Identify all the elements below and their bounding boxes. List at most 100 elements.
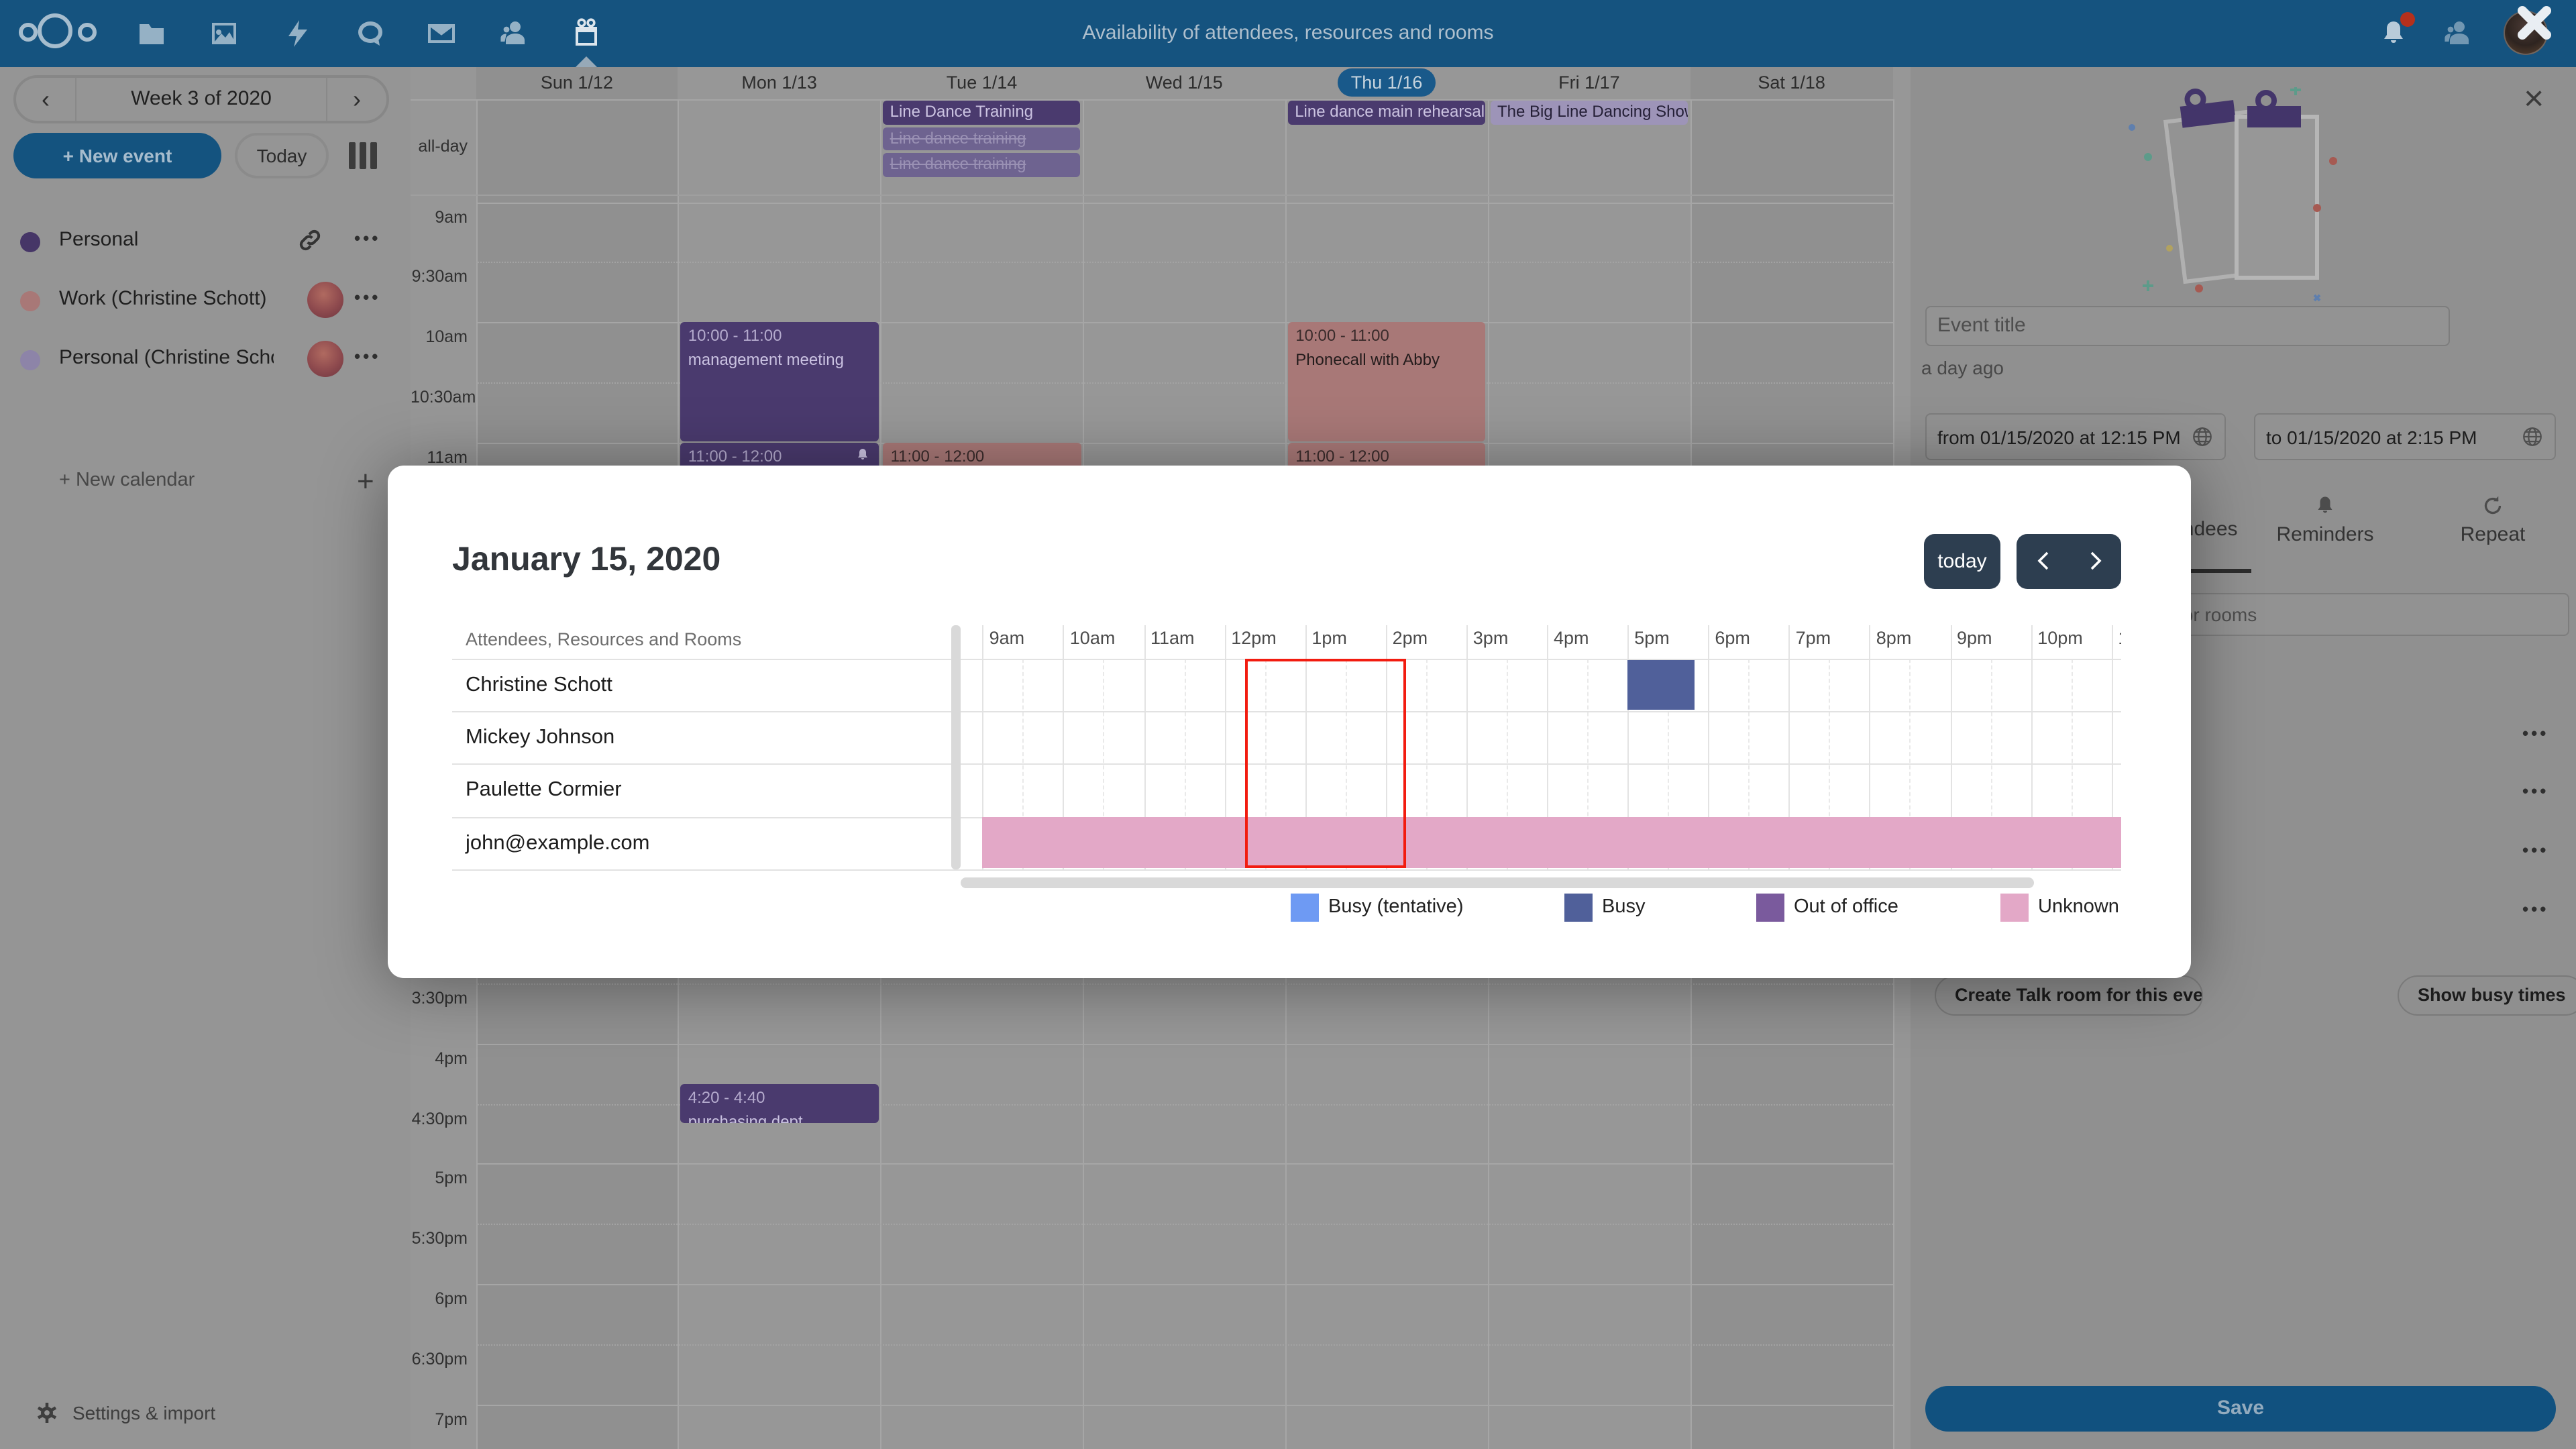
time-tick-label: 5pm [1634,627,1670,647]
calendar-color-dot [20,291,40,311]
tab-label: Repeat [2460,523,2526,546]
calendar-list-item[interactable]: Personal (Christine Scho…) ••• [0,330,411,389]
time-gutter-label: 10:30am [411,388,476,407]
next-week-icon[interactable]: › [353,85,361,112]
mail-app-icon[interactable] [425,17,458,50]
files-app-icon[interactable] [136,17,168,50]
calendar-menu-icon[interactable]: ••• [354,228,381,248]
timezone-globe-icon [2523,427,2542,446]
previous-day-icon[interactable] [2035,550,2051,572]
save-button[interactable]: Save [1925,1386,2556,1432]
legend-label: Unknown [2038,896,2119,917]
contacts-menu-icon[interactable] [2442,17,2474,50]
calendar-menu-icon[interactable]: ••• [354,346,381,366]
share-link-icon[interactable] [297,227,323,254]
bell-icon [2318,496,2332,513]
hour-gridline [1305,625,1307,869]
legend-label: Busy (tentative) [1328,896,1464,917]
close-sidebar-icon[interactable]: × [2524,78,2544,118]
show-busy-times-button[interactable]: Show busy times [2398,975,2576,1016]
new-event-button[interactable]: + New event [13,133,221,178]
time-tick-label: 12pm [1231,627,1277,647]
from-datetime-input[interactable]: from 01/15/2020 at 12:15 PM [1925,413,2226,460]
allday-event[interactable]: Line dance training [883,127,1081,150]
to-datetime-input[interactable]: to 01/15/2020 at 2:15 PM [2254,413,2556,460]
day-header[interactable]: Wed 1/15 [1145,72,1223,93]
allday-separator [411,194,1893,195]
attendee-menu-icon[interactable]: ••• [2522,781,2549,801]
plus-icon[interactable]: + [357,464,374,498]
event-time-label: 11:00 - 12:00 [890,446,985,466]
allday-event[interactable]: Line Dance Training [883,101,1081,124]
day-header[interactable]: Tue 1/14 [946,72,1018,93]
notifications-bell-icon[interactable] [2377,17,2410,50]
time-tick-label: 9am [989,627,1025,647]
modal-today-button[interactable]: today [1924,533,2000,588]
hour-gridline [1224,625,1226,869]
event-time-label: 4:20 - 4:40 [688,1087,765,1107]
time-gutter-label: 9:30am [411,267,468,286]
attendee-menu-icon[interactable]: ••• [2522,899,2549,919]
legend-swatch [2000,893,2029,921]
close-icon-white[interactable] [2514,3,2555,50]
day-header[interactable]: Fri 1/17 [1558,72,1620,93]
calendar-event[interactable]: 4:20 - 4:40 purchasing dept [680,1083,879,1123]
time-gutter-label: 9am [435,207,468,227]
new-calendar-button[interactable]: + New calendar [59,470,195,491]
day-header[interactable]: Thu 1/16 [1285,67,1488,99]
today-button[interactable]: Today [235,133,329,178]
hour-gridline [1144,625,1145,869]
next-day-icon[interactable] [2087,550,2103,572]
settings-import-button[interactable]: Settings & import [35,1401,215,1425]
legend-swatch [1564,893,1593,921]
day-header[interactable]: Mon 1/13 [741,72,817,93]
hour-gridline [1466,625,1468,869]
week-label[interactable]: Week 3 of 2020 [75,78,327,121]
view-switcher-icon[interactable] [349,142,381,169]
day-header[interactable]: Sat 1/18 [1758,72,1825,93]
create-talk-room-button[interactable]: Create Talk room for this event [1935,975,2203,1016]
calendar-list-item[interactable]: Personal ••• [0,212,411,271]
time-tick-label: 8pm [1876,627,1912,647]
talk-app-icon[interactable] [354,17,386,50]
event-illustration [2118,85,2373,309]
half-hour-line [476,1344,1893,1346]
allday-event[interactable]: The Big Line Dancing Show [1491,101,1688,124]
tab-label: Reminders [2276,523,2374,546]
calendar-event[interactable]: 10:00 - 11:00 management meeting [680,322,879,441]
half-hour-line [476,382,1893,384]
last-modified-label: a day ago [1921,357,2004,378]
day-header[interactable]: Sun 1/12 [540,72,613,93]
event-time-label: 11:00 - 12:00 [1295,446,1389,466]
photos-app-icon[interactable] [208,17,240,50]
attendee-menu-icon[interactable]: ••• [2522,840,2549,860]
half-hour-line [476,983,1893,985]
time-tick-label: 4pm [1554,627,1589,647]
calendar-menu-icon[interactable]: ••• [354,287,381,307]
horizontal-scrollbar[interactable] [960,877,2033,888]
nextcloud-logo[interactable] [19,13,105,54]
row-separator [452,711,2121,713]
activity-app-icon[interactable] [282,17,314,50]
from-value: from 01/15/2020 at 12:15 PM [1937,426,2181,447]
allday-event[interactable]: Line dance main rehearsal [1288,101,1485,124]
modal-date-title: January 15, 2020 [452,540,721,578]
hour-gridline [1788,625,1790,869]
availability-modal: January 15, 2020 today Attendees, Resour… [388,465,2191,977]
previous-week-icon[interactable]: ‹ [42,85,50,112]
event-title-input[interactable]: Event title [1925,306,2450,346]
tab-reminders[interactable]: Reminders [2251,494,2399,546]
hour-gridline [2031,625,2033,869]
calendar-owner-avatar [307,341,343,377]
tab-repeat[interactable]: Repeat [2419,494,2567,546]
allday-event[interactable]: Line dance training [883,153,1081,176]
calendar-list-item[interactable]: Work (Christine Schott) ••• [0,271,411,330]
calendar-event[interactable]: 10:00 - 11:00 Phonecall with Abby [1287,322,1486,441]
left-sidebar: ‹ Week 3 of 2020 › + New event Today Per… [0,67,411,1449]
contacts-app-icon[interactable] [498,17,530,50]
week-switcher[interactable]: ‹ Week 3 of 2020 › [13,75,389,123]
attendee-menu-icon[interactable]: ••• [2522,723,2549,743]
time-tick-label: 11pm [2118,627,2121,647]
hour-gridline [1708,625,1710,869]
calendar-app-icon[interactable] [570,17,602,50]
